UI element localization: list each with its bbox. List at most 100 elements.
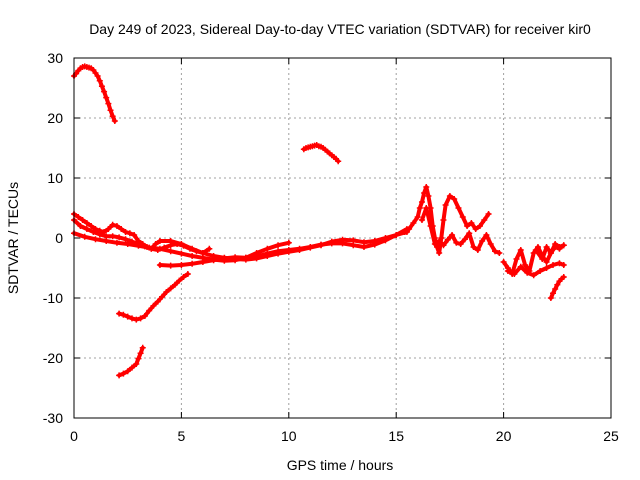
data-point: [90, 229, 97, 235]
data-point: [128, 238, 135, 245]
y-tick-label: -10: [43, 290, 63, 306]
data-point: [339, 240, 346, 247]
data-point: [105, 226, 112, 232]
data-point: [178, 250, 185, 257]
data-point: [156, 262, 163, 268]
data-point: [440, 217, 447, 223]
data-point: [401, 229, 408, 235]
data-point: [416, 205, 423, 211]
data-point: [180, 242, 187, 249]
data-point: [517, 247, 524, 253]
data-point: [156, 238, 163, 244]
data-point: [425, 193, 432, 199]
data-point: [264, 250, 271, 257]
y-tick-label: 10: [47, 170, 63, 186]
data-point: [446, 193, 453, 199]
data-point: [275, 242, 282, 249]
data-point: [547, 250, 554, 256]
data-point: [118, 226, 125, 232]
data-point: [137, 350, 144, 357]
series-track-14: [547, 274, 567, 301]
data-point: [206, 245, 213, 252]
data-point: [552, 286, 559, 292]
data-point: [111, 118, 118, 124]
chart-title: Day 249 of 2023, Sidereal Day-to-day VTE…: [89, 21, 591, 37]
data-point: [109, 113, 116, 120]
data-point: [547, 295, 554, 301]
data-point: [103, 233, 110, 240]
data-point: [141, 243, 148, 250]
data-point: [328, 240, 335, 247]
data-point: [96, 77, 103, 84]
data-point: [496, 250, 503, 256]
data-point: [442, 202, 449, 208]
data-point: [176, 277, 183, 284]
y-tick-label: 0: [55, 230, 63, 246]
data-point: [167, 262, 174, 269]
data-point: [253, 253, 260, 260]
data-point: [120, 311, 127, 318]
data-point: [485, 211, 492, 217]
data-point: [116, 234, 123, 241]
data-point: [83, 226, 90, 232]
data-point: [444, 236, 451, 243]
data-point: [517, 263, 524, 270]
data-point: [492, 248, 499, 255]
data-point: [163, 289, 170, 295]
data-point: [466, 230, 473, 237]
series-track-2: [300, 142, 342, 165]
data-point: [167, 248, 174, 255]
data-point: [483, 232, 490, 238]
data-point: [410, 220, 417, 226]
data-point: [423, 205, 430, 211]
data-point: [427, 223, 434, 229]
data-point: [543, 265, 550, 271]
data-point: [511, 271, 518, 277]
series-trace: [505, 261, 566, 278]
data-point: [453, 239, 460, 246]
data-point: [476, 223, 483, 229]
data-point: [180, 274, 187, 280]
data-point: [296, 245, 303, 252]
data-point: [513, 256, 520, 262]
data-point: [382, 237, 389, 244]
x-axis-label: GPS time / hours: [287, 457, 394, 473]
data-point: [406, 226, 413, 232]
x-tick-label: 10: [281, 428, 297, 444]
data-point: [455, 205, 462, 211]
data-point: [159, 293, 166, 300]
data-point: [461, 236, 468, 243]
data-point: [468, 220, 475, 226]
data-point: [371, 241, 378, 248]
series-track-7: [71, 217, 213, 256]
data-point: [189, 253, 196, 259]
data-point: [120, 370, 127, 377]
data-point: [150, 302, 157, 309]
data-point: [457, 241, 464, 247]
data-point: [543, 244, 550, 250]
data-point: [83, 220, 90, 226]
data-point: [77, 223, 84, 229]
y-tick-label: 30: [47, 50, 63, 66]
data-point: [418, 217, 425, 223]
data-point: [449, 232, 456, 238]
data-point: [148, 245, 155, 252]
data-point: [472, 226, 479, 232]
data-point: [530, 272, 537, 279]
data-point: [500, 259, 507, 265]
series-track-9: [401, 184, 492, 256]
x-tick-label: 5: [178, 428, 186, 444]
data-point: [393, 232, 400, 238]
data-point: [350, 242, 357, 249]
data-point: [285, 247, 292, 253]
data-point: [116, 372, 123, 379]
series-trace: [72, 218, 212, 255]
data-point: [543, 259, 550, 265]
data-point: [171, 281, 178, 288]
series-track-8: [156, 226, 410, 269]
data-point: [470, 244, 477, 250]
data-point: [307, 244, 314, 250]
data-point: [504, 268, 511, 274]
data-point: [189, 260, 196, 267]
